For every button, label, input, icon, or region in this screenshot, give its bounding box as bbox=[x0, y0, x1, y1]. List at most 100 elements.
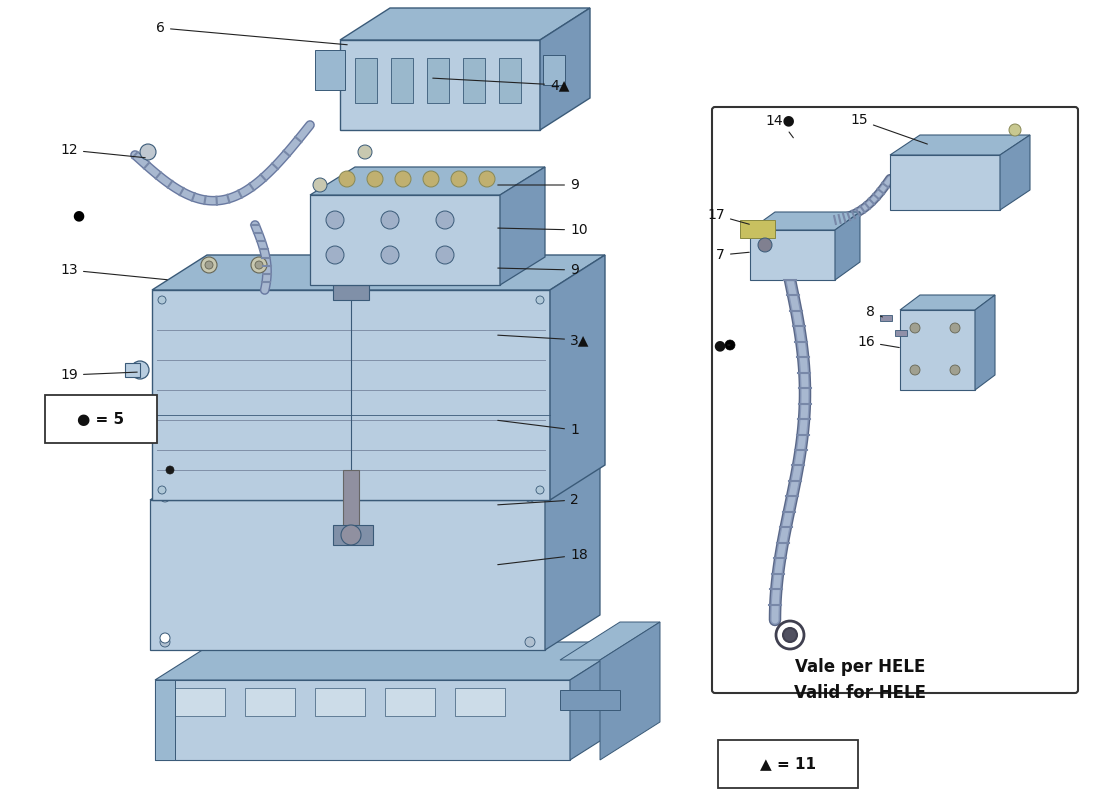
Circle shape bbox=[367, 171, 383, 187]
Circle shape bbox=[1009, 124, 1021, 136]
Circle shape bbox=[365, 261, 373, 269]
Text: Vale per HELE
Valid for HELE: Vale per HELE Valid for HELE bbox=[794, 658, 926, 702]
Text: europa: europa bbox=[151, 406, 409, 594]
Polygon shape bbox=[600, 622, 660, 760]
Text: ● = 5: ● = 5 bbox=[77, 411, 124, 426]
Polygon shape bbox=[310, 195, 500, 285]
Circle shape bbox=[536, 486, 544, 494]
Polygon shape bbox=[333, 270, 369, 300]
Circle shape bbox=[436, 246, 454, 264]
Polygon shape bbox=[152, 255, 605, 290]
Circle shape bbox=[758, 238, 772, 252]
Polygon shape bbox=[500, 167, 544, 285]
Polygon shape bbox=[550, 255, 605, 500]
Circle shape bbox=[314, 178, 327, 192]
FancyBboxPatch shape bbox=[712, 107, 1078, 693]
Circle shape bbox=[910, 323, 920, 333]
Polygon shape bbox=[150, 500, 544, 650]
Circle shape bbox=[451, 171, 468, 187]
Polygon shape bbox=[310, 167, 544, 195]
Circle shape bbox=[783, 628, 798, 642]
Polygon shape bbox=[315, 50, 345, 90]
Bar bbox=[355, 58, 377, 103]
Text: 15: 15 bbox=[850, 113, 927, 144]
Polygon shape bbox=[740, 220, 776, 238]
Polygon shape bbox=[835, 212, 860, 280]
Text: 4▲: 4▲ bbox=[432, 78, 570, 92]
FancyBboxPatch shape bbox=[45, 395, 157, 443]
Bar bbox=[455, 688, 505, 716]
Polygon shape bbox=[1000, 135, 1030, 210]
Text: ●: ● bbox=[713, 338, 730, 352]
Polygon shape bbox=[900, 310, 975, 390]
Circle shape bbox=[158, 296, 166, 304]
Circle shape bbox=[361, 257, 377, 273]
Text: 6: 6 bbox=[156, 21, 348, 45]
Circle shape bbox=[339, 171, 355, 187]
Polygon shape bbox=[570, 642, 630, 760]
Circle shape bbox=[436, 211, 454, 229]
Text: 17: 17 bbox=[707, 208, 749, 224]
Circle shape bbox=[950, 323, 960, 333]
Text: 9: 9 bbox=[498, 178, 579, 192]
Polygon shape bbox=[750, 212, 860, 230]
Text: 12: 12 bbox=[60, 143, 145, 158]
Polygon shape bbox=[340, 8, 590, 40]
Polygon shape bbox=[155, 642, 630, 680]
Text: passion for parts since 1: passion for parts since 1 bbox=[261, 590, 499, 610]
Circle shape bbox=[160, 637, 170, 647]
Polygon shape bbox=[340, 40, 540, 130]
Polygon shape bbox=[540, 8, 590, 130]
Bar bbox=[390, 58, 412, 103]
Polygon shape bbox=[975, 295, 996, 390]
Circle shape bbox=[776, 621, 804, 649]
Circle shape bbox=[131, 361, 149, 379]
Polygon shape bbox=[152, 290, 550, 500]
Circle shape bbox=[525, 492, 535, 502]
Bar bbox=[385, 688, 435, 716]
Text: 19: 19 bbox=[60, 368, 138, 382]
Polygon shape bbox=[750, 230, 835, 280]
Polygon shape bbox=[890, 155, 1000, 210]
Polygon shape bbox=[560, 690, 620, 710]
Circle shape bbox=[166, 466, 174, 474]
Text: 2: 2 bbox=[498, 493, 579, 507]
Polygon shape bbox=[560, 622, 660, 660]
Circle shape bbox=[478, 171, 495, 187]
Circle shape bbox=[536, 296, 544, 304]
Circle shape bbox=[255, 261, 263, 269]
Circle shape bbox=[395, 171, 411, 187]
Text: 16: 16 bbox=[857, 335, 900, 349]
Polygon shape bbox=[155, 730, 175, 760]
Bar bbox=[315, 688, 365, 716]
Polygon shape bbox=[543, 55, 565, 85]
Bar bbox=[499, 58, 521, 103]
Circle shape bbox=[725, 340, 735, 350]
Text: 18: 18 bbox=[498, 548, 587, 565]
Circle shape bbox=[160, 492, 170, 502]
Circle shape bbox=[251, 257, 267, 273]
Circle shape bbox=[950, 365, 960, 375]
Circle shape bbox=[434, 261, 443, 269]
Polygon shape bbox=[544, 465, 600, 650]
Circle shape bbox=[381, 246, 399, 264]
Polygon shape bbox=[155, 680, 175, 760]
Text: 14●: 14● bbox=[766, 113, 795, 138]
Circle shape bbox=[205, 261, 213, 269]
Text: 7: 7 bbox=[716, 248, 749, 262]
Circle shape bbox=[160, 633, 170, 643]
Text: 13: 13 bbox=[60, 263, 167, 280]
Text: 3▲: 3▲ bbox=[498, 333, 590, 347]
Bar bbox=[175, 688, 226, 716]
Circle shape bbox=[326, 211, 344, 229]
Text: 8: 8 bbox=[866, 305, 882, 319]
Circle shape bbox=[424, 171, 439, 187]
FancyBboxPatch shape bbox=[718, 740, 858, 788]
Text: ▲ = 11: ▲ = 11 bbox=[760, 757, 816, 771]
Bar bbox=[427, 58, 449, 103]
Circle shape bbox=[140, 144, 156, 160]
Polygon shape bbox=[890, 135, 1030, 155]
Text: 9: 9 bbox=[498, 263, 579, 277]
Circle shape bbox=[381, 211, 399, 229]
Bar bbox=[245, 688, 295, 716]
